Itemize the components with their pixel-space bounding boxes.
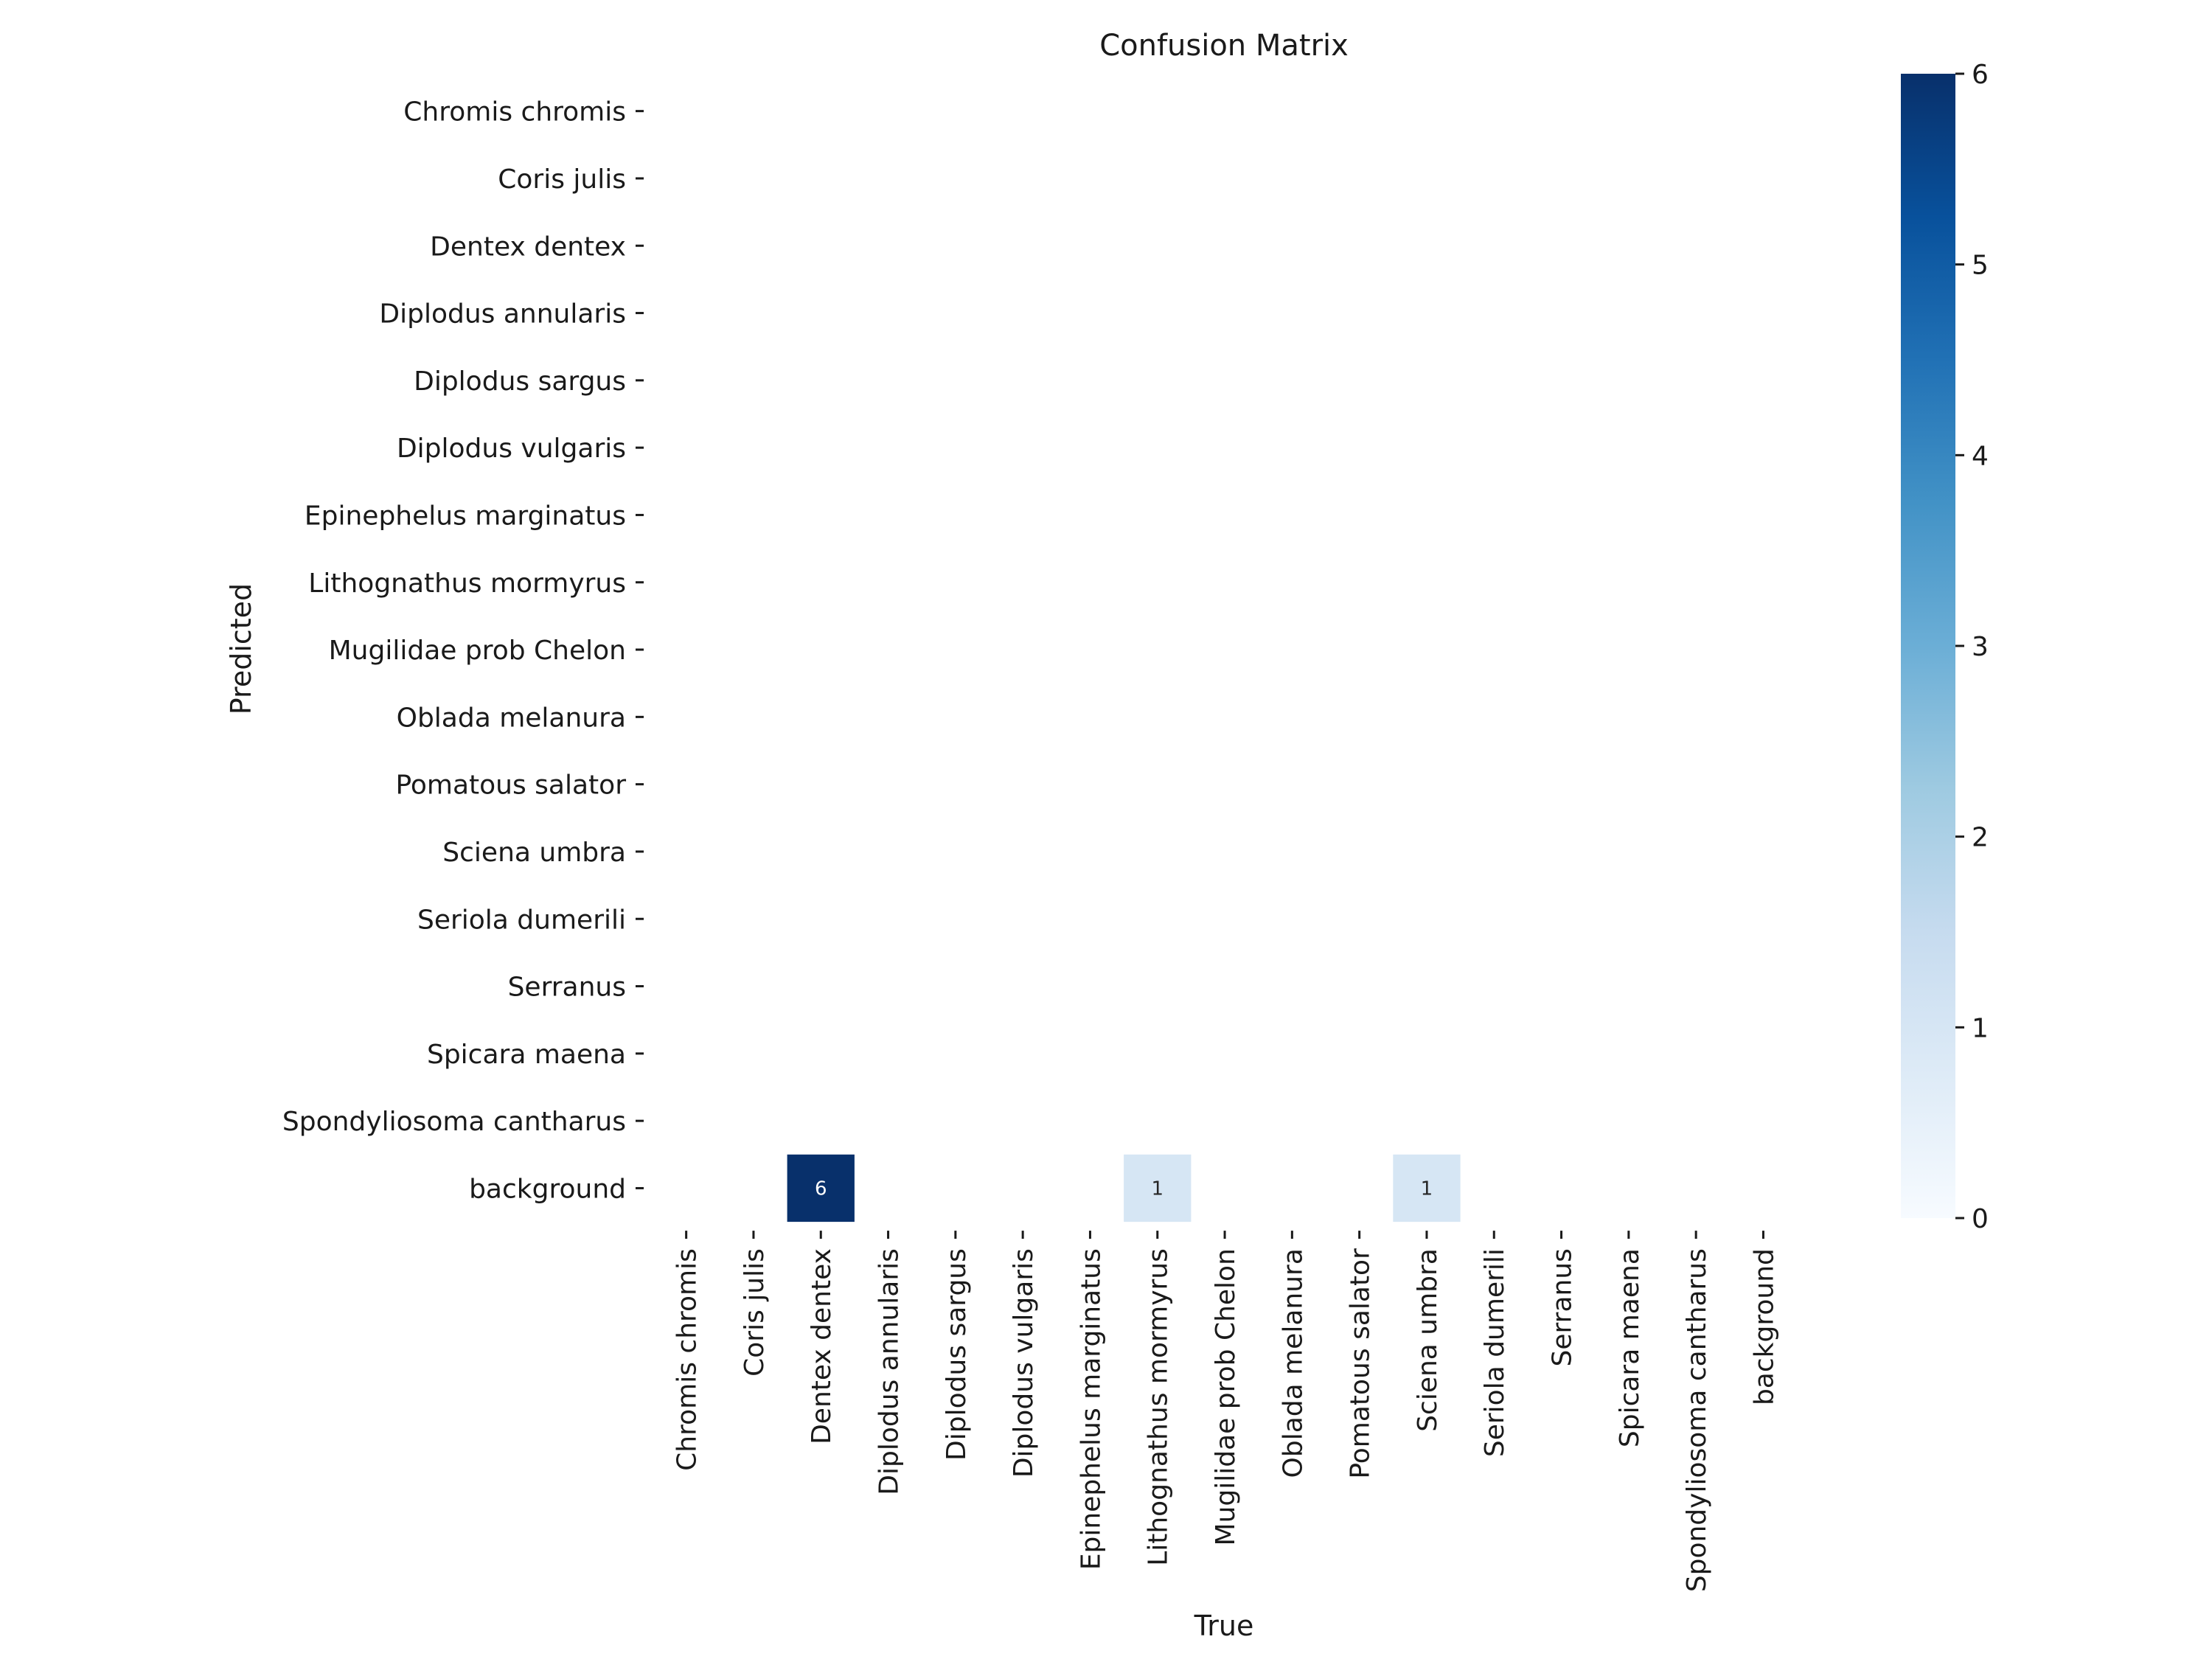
colorbar-tick-label: 3 — [1972, 632, 1989, 662]
x-tick-label: Sciena umbra — [1413, 1248, 1443, 1432]
heatmap-cell — [1124, 1154, 1192, 1222]
y-tick-label: Mugilidae prob Chelon — [329, 636, 626, 666]
x-tick-label: Mugilidae prob Chelon — [1211, 1248, 1241, 1545]
heatmap-cell — [787, 1154, 855, 1222]
y-tick-label: Pomatous salator — [395, 771, 626, 801]
heatmap-cells: 6 1 1 — [787, 1154, 1461, 1222]
cell-value-label: 1 — [1151, 1178, 1164, 1200]
x-axis-tick-labels: Chromis chromis Coris julis Dentex dentex D… — [672, 1231, 1779, 1592]
cell-value-label: 1 — [1421, 1178, 1433, 1200]
x-tick-label: Lithognathus mormyrus — [1144, 1248, 1174, 1566]
x-tick-label: Diplodus vulgaris — [1009, 1248, 1039, 1478]
y-tick-label: Lithognathus mormyrus — [308, 568, 626, 599]
y-tick-label: Epinephelus marginatus — [305, 501, 626, 531]
colorbar-tick-label: 0 — [1972, 1204, 1989, 1234]
colorbar-tick-label: 5 — [1972, 251, 1989, 281]
x-tick-label: Chromis chromis — [672, 1248, 703, 1471]
y-tick-label: Oblada melanura — [397, 703, 626, 733]
x-tick-label: Diplodus sargus — [942, 1248, 972, 1461]
colorbar — [1901, 74, 1955, 1218]
colorbar-tick-label: 6 — [1972, 60, 1989, 90]
y-tick-label: Spondyliosoma cantharus — [282, 1107, 626, 1137]
y-tick-label: Diplodus sargus — [414, 366, 626, 397]
x-tick-label: Spicara maena — [1615, 1248, 1645, 1447]
colorbar-tick-label: 2 — [1972, 823, 1989, 853]
y-axis-label: Predicted — [225, 583, 257, 714]
y-axis-tick-labels: Chromis chromis Coris julis Dentex dentex D… — [282, 97, 644, 1204]
y-tick-label: Diplodus vulgaris — [397, 434, 626, 464]
y-tick-label: Coris julis — [498, 164, 626, 195]
y-tick-label: Seriola dumerili — [417, 905, 626, 935]
y-tick-label: Chromis chromis — [403, 97, 626, 128]
y-tick-label: Dentex dentex — [430, 232, 626, 262]
x-tick-label: Epinephelus marginatus — [1076, 1248, 1106, 1570]
y-tick-label: Spicara maena — [427, 1040, 626, 1070]
x-axis-label: True — [1194, 1610, 1254, 1642]
heatmap-cell — [1393, 1154, 1461, 1222]
colorbar-ticks: 0 1 2 3 4 5 6 — [1955, 60, 1989, 1234]
x-tick-label: Seriola dumerili — [1480, 1248, 1510, 1457]
y-tick-label: background — [469, 1174, 626, 1204]
x-tick-label: Diplodus annularis — [874, 1248, 905, 1495]
chart-title: Confusion Matrix — [1099, 29, 1349, 63]
y-tick-label: Serranus — [508, 973, 626, 1003]
x-tick-label: Pomatous salator — [1346, 1248, 1376, 1479]
x-tick-label: Spondyliosoma cantharus — [1682, 1248, 1712, 1592]
y-tick-label: Diplodus annularis — [379, 299, 626, 330]
cell-value-label: 6 — [815, 1178, 827, 1200]
x-tick-label: Dentex dentex — [807, 1248, 837, 1444]
y-tick-label: Sciena umbra — [442, 838, 626, 868]
x-tick-label: Oblada melanura — [1278, 1248, 1308, 1478]
x-tick-label: Coris julis — [740, 1248, 770, 1377]
x-tick-label: Serranus — [1548, 1248, 1578, 1366]
colorbar-tick-label: 1 — [1972, 1013, 1989, 1043]
colorbar-tick-label: 4 — [1972, 441, 1989, 471]
x-tick-label: background — [1749, 1248, 1779, 1405]
